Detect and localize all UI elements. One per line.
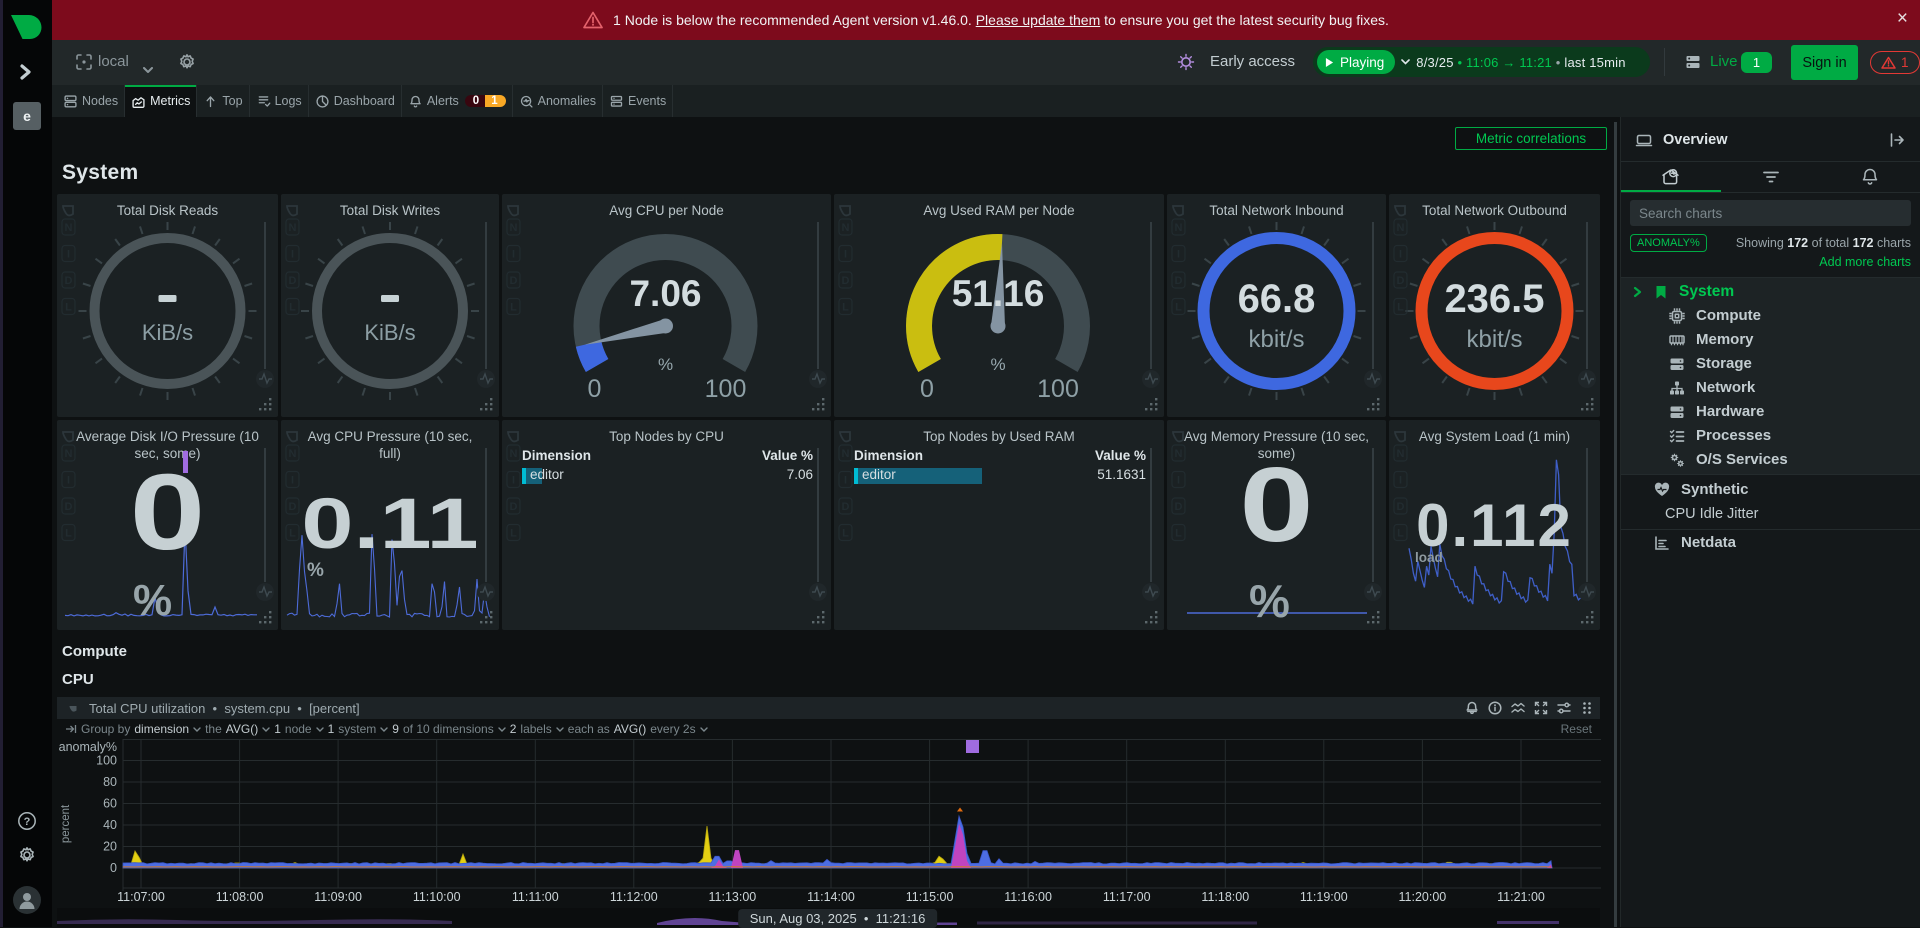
svg-text:D: D bbox=[65, 275, 73, 287]
svg-text:L: L bbox=[842, 528, 849, 540]
svg-text:20: 20 bbox=[103, 840, 117, 854]
svg-text:I: I bbox=[1177, 475, 1180, 487]
svg-text:66.8: 66.8 bbox=[1238, 277, 1316, 321]
svg-text:%: % bbox=[658, 355, 673, 374]
svg-text:60: 60 bbox=[103, 797, 117, 811]
svg-text:D: D bbox=[510, 501, 518, 513]
svg-text:I: I bbox=[67, 249, 70, 261]
svg-text:N: N bbox=[510, 222, 518, 234]
svg-text:11:13:00: 11:13:00 bbox=[709, 890, 757, 904]
svg-text:I: I bbox=[512, 475, 515, 487]
svg-text:KiB/s: KiB/s bbox=[142, 320, 193, 345]
svg-text:L: L bbox=[1175, 528, 1182, 540]
svg-text:100: 100 bbox=[1037, 375, 1079, 403]
svg-text:7.06: 7.06 bbox=[629, 273, 701, 314]
svg-text:I: I bbox=[1399, 475, 1402, 487]
svg-text:11:20:00: 11:20:00 bbox=[1399, 890, 1447, 904]
svg-text:11:19:00: 11:19:00 bbox=[1300, 890, 1348, 904]
svg-text:I: I bbox=[1177, 249, 1180, 261]
svg-text:I: I bbox=[1399, 249, 1402, 261]
svg-text:D: D bbox=[289, 501, 297, 513]
svg-text:D: D bbox=[65, 501, 73, 513]
svg-text:I: I bbox=[291, 249, 294, 261]
svg-text:D: D bbox=[1397, 501, 1405, 513]
svg-text:D: D bbox=[842, 501, 850, 513]
svg-text:N: N bbox=[1175, 222, 1183, 234]
svg-text:D: D bbox=[842, 275, 850, 287]
svg-text:N: N bbox=[842, 222, 850, 234]
svg-text:I: I bbox=[844, 249, 847, 261]
svg-text:11:18:00: 11:18:00 bbox=[1201, 890, 1249, 904]
svg-text:236.5: 236.5 bbox=[1444, 277, 1544, 321]
svg-text:L: L bbox=[65, 528, 72, 540]
svg-text:D: D bbox=[510, 275, 518, 287]
svg-text:percent: percent bbox=[60, 804, 72, 843]
svg-text:N: N bbox=[289, 448, 297, 460]
svg-text:D: D bbox=[1175, 275, 1183, 287]
svg-text:L: L bbox=[1397, 302, 1404, 314]
svg-text:N: N bbox=[1175, 448, 1183, 460]
svg-text:0: 0 bbox=[110, 861, 117, 875]
svg-text:KiB/s: KiB/s bbox=[364, 320, 415, 345]
svg-text:100: 100 bbox=[96, 754, 117, 768]
svg-text:11:08:00: 11:08:00 bbox=[216, 890, 264, 904]
svg-text:11:12:00: 11:12:00 bbox=[610, 890, 658, 904]
svg-text:N: N bbox=[1397, 448, 1405, 460]
svg-text:100: 100 bbox=[705, 375, 747, 403]
svg-text:L: L bbox=[510, 528, 517, 540]
svg-text:L: L bbox=[510, 302, 517, 314]
svg-text:11:11:00: 11:11:00 bbox=[512, 890, 559, 904]
svg-text:11:17:00: 11:17:00 bbox=[1103, 890, 1151, 904]
svg-text:11:14:00: 11:14:00 bbox=[807, 890, 855, 904]
svg-text:D: D bbox=[1175, 501, 1183, 513]
svg-text:I: I bbox=[512, 249, 515, 261]
svg-text:anomaly%: anomaly% bbox=[59, 740, 117, 754]
svg-text:%: % bbox=[990, 355, 1005, 374]
svg-text:L: L bbox=[1175, 302, 1182, 314]
svg-text:D: D bbox=[289, 275, 297, 287]
svg-text:L: L bbox=[842, 302, 849, 314]
svg-text:0: 0 bbox=[920, 375, 934, 403]
svg-text:L: L bbox=[65, 302, 72, 314]
svg-text:80: 80 bbox=[103, 775, 117, 789]
svg-text:11:15:00: 11:15:00 bbox=[906, 890, 954, 904]
svg-text:N: N bbox=[510, 448, 518, 460]
svg-text:11:16:00: 11:16:00 bbox=[1004, 890, 1052, 904]
svg-text:N: N bbox=[65, 222, 73, 234]
svg-text:N: N bbox=[842, 448, 850, 460]
svg-text:D: D bbox=[1397, 275, 1405, 287]
svg-text:11:10:00: 11:10:00 bbox=[413, 890, 461, 904]
svg-text:11:07:00: 11:07:00 bbox=[117, 890, 165, 904]
svg-text:0: 0 bbox=[588, 375, 602, 403]
svg-text:N: N bbox=[1397, 222, 1405, 234]
svg-text:L: L bbox=[289, 302, 296, 314]
svg-text:kbit/s: kbit/s bbox=[1248, 326, 1304, 353]
svg-text:I: I bbox=[67, 475, 70, 487]
svg-text:51.16: 51.16 bbox=[952, 273, 1045, 314]
svg-text:L: L bbox=[289, 528, 296, 540]
svg-text:I: I bbox=[844, 475, 847, 487]
svg-text:40: 40 bbox=[103, 818, 117, 832]
svg-text:N: N bbox=[289, 222, 297, 234]
svg-text:kbit/s: kbit/s bbox=[1466, 326, 1522, 353]
svg-text:N: N bbox=[65, 448, 73, 460]
svg-text:?: ? bbox=[24, 816, 31, 828]
svg-text:I: I bbox=[291, 475, 294, 487]
svg-text:L: L bbox=[1397, 528, 1404, 540]
svg-text:11:21:00: 11:21:00 bbox=[1497, 890, 1545, 904]
svg-text:11:09:00: 11:09:00 bbox=[314, 890, 362, 904]
